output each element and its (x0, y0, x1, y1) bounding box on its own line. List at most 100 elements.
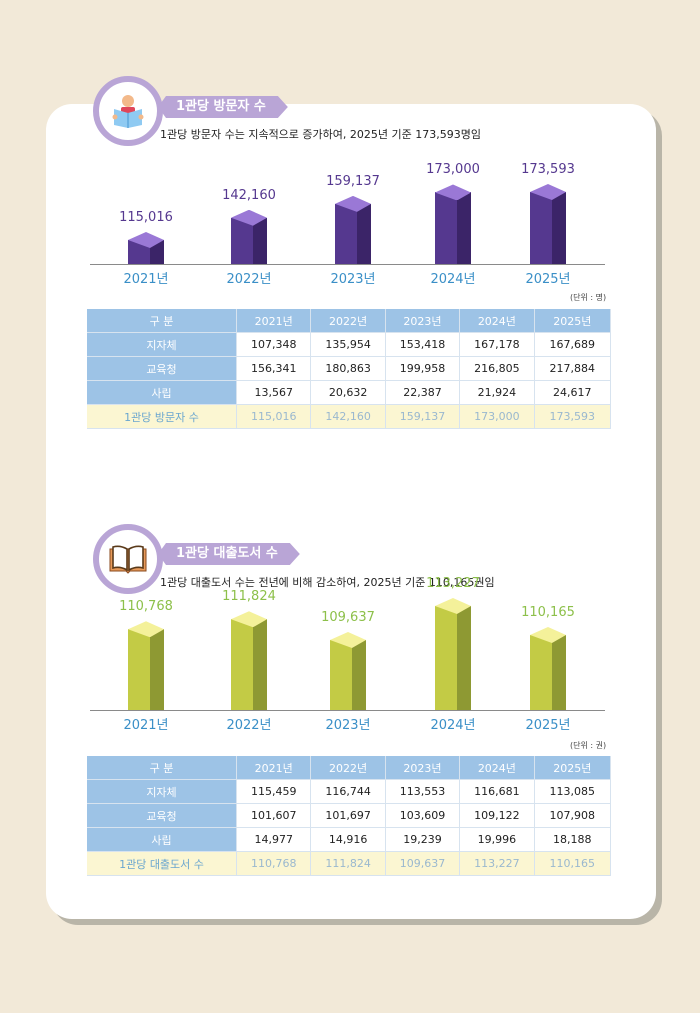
column-header: 2025년 (534, 756, 612, 780)
bar (231, 611, 269, 710)
column-header: 2022년 (310, 309, 386, 333)
table-cell: 107,348 (236, 332, 312, 357)
bar (330, 632, 368, 710)
table-cell: 167,689 (534, 332, 612, 357)
column-header: 구 분 (87, 309, 238, 333)
table-cell: 167,178 (459, 332, 535, 357)
table-cell: 173,593 (534, 404, 612, 429)
row-header: 1관당 방문자 수 (87, 404, 238, 429)
column-header: 구 분 (87, 756, 238, 780)
reading-person-icon (112, 95, 144, 128)
x-axis-line (90, 264, 605, 265)
x-axis-tick-label: 2022년 (226, 272, 272, 287)
table-cell: 24,617 (534, 380, 612, 405)
table-cell: 110,165 (534, 851, 612, 876)
table-cell: 216,805 (459, 356, 535, 381)
row-header: 지자체 (87, 779, 238, 804)
column-header: 2023년 (385, 309, 461, 333)
bar (231, 209, 269, 264)
table-header-row: 구 분 2021년 2022년 2023년 2024년 2025년 (87, 756, 612, 780)
table-cell: 101,697 (310, 803, 386, 828)
x-axis-tick-label: 2021년 (123, 272, 169, 287)
bar (530, 184, 568, 264)
x-axis-tick-label: 2024년 (430, 272, 476, 287)
table-cell: 22,387 (385, 380, 461, 405)
unit-label: (단위 : 명) (570, 293, 607, 302)
bar (335, 195, 373, 264)
bar (435, 184, 473, 264)
table-cell: 153,418 (385, 332, 461, 357)
bar-value-label: 159,137 (326, 173, 380, 189)
column-header: 2021년 (236, 309, 312, 333)
row-header: 지자체 (87, 332, 238, 357)
table-cell: 115,016 (236, 404, 312, 429)
table-total-row: 1관당 방문자 수 115,016 142,160 159,137 173,000 173… (87, 404, 612, 429)
section-icon-badge (93, 76, 163, 146)
table-cell: 21,924 (459, 380, 535, 405)
column-header: 2025년 (534, 309, 612, 333)
table-cell: 18,188 (534, 827, 612, 852)
column-header: 2024년 (459, 309, 535, 333)
bar-value-label: 115,016 (119, 210, 173, 225)
x-axis-line (90, 710, 605, 711)
bar (435, 598, 473, 710)
bar-value-label: 111,824 (222, 589, 276, 605)
table-cell: 19,239 (385, 827, 461, 852)
row-header: 교육청 (87, 803, 238, 828)
table-row: 사립 14,977 14,916 19,239 19,996 18,188 (87, 827, 612, 852)
column-header: 2022년 (310, 756, 386, 780)
section-tag-loans: 1관당 대출도서 수 (158, 543, 300, 565)
table-cell: 109,637 (385, 851, 461, 876)
bar (128, 232, 166, 264)
table-cell: 142,160 (310, 404, 386, 429)
table-row: 교육청 101,607 101,697 103,609 109,122 107,908 (87, 803, 612, 828)
table-cell: 116,744 (310, 779, 386, 804)
section-tag-visitors: 1관당 방문자 수 (158, 96, 288, 118)
x-axis-tick-label: 2025년 (525, 718, 571, 733)
table-cell: 115,459 (236, 779, 312, 804)
column-header: 2021년 (236, 756, 312, 780)
table-cell: 173,000 (459, 404, 535, 429)
bar-value-label: 110,768 (119, 599, 173, 615)
table-cell: 107,908 (534, 803, 612, 828)
table-total-row: 1관당 대출도서 수 110,768 111,824 109,637 113,227 11… (87, 851, 612, 876)
table-cell: 13,567 (236, 380, 312, 405)
table-cell: 14,977 (236, 827, 312, 852)
table-cell: 113,085 (534, 779, 612, 804)
table-cell: 111,824 (310, 851, 386, 876)
row-header: 사립 (87, 380, 238, 405)
loans-table: 구 분 2021년 2022년 2023년 2024년 2025년 지자체 115,459 11… (87, 756, 612, 876)
bar-value-label: 173,593 (521, 162, 575, 177)
row-header: 교육청 (87, 356, 238, 381)
table-cell: 19,996 (459, 827, 535, 852)
table-cell: 159,137 (385, 404, 461, 429)
table-cell: 103,609 (385, 803, 461, 828)
row-header: 1관당 대출도서 수 (87, 851, 238, 876)
x-axis-tick-label: 2025년 (525, 272, 571, 287)
table-cell: 113,227 (459, 851, 535, 876)
bar-value-label: 109,637 (321, 610, 375, 625)
x-axis-tick-label: 2022년 (226, 718, 272, 733)
table-cell: 217,884 (534, 356, 612, 381)
table-cell: 156,341 (236, 356, 312, 381)
table-cell: 14,916 (310, 827, 386, 852)
table-cell: 180,863 (310, 356, 386, 381)
x-axis-tick-label: 2023년 (330, 272, 376, 287)
table-cell: 116,681 (459, 779, 535, 804)
table-cell: 20,632 (310, 380, 386, 405)
bar-value-label: 113,227 (426, 576, 480, 591)
loans-bar-chart: 110,768 2021년 111,824 2022년 109,637 2023년 1… (90, 576, 605, 740)
bar-value-label: 142,160 (222, 187, 276, 203)
table-cell: 199,958 (385, 356, 461, 381)
bar (530, 626, 568, 710)
column-header: 2023년 (385, 756, 461, 780)
column-header: 2024년 (459, 756, 535, 780)
bar-value-label: 110,165 (521, 604, 575, 620)
table-row: 사립 13,567 20,632 22,387 21,924 24,617 (87, 380, 612, 405)
x-axis-tick-label: 2024년 (430, 718, 476, 733)
visitors-bar-chart: 115,016 2021년 142,160 2022년 159,137 2023년 1… (90, 160, 605, 290)
row-header: 사립 (87, 827, 238, 852)
unit-label: (단위 : 권) (570, 741, 607, 750)
section-subtitle-visitors: 1관당 방문자 수는 지속적으로 증가하여, 2025년 기준 173,593명… (160, 128, 481, 141)
